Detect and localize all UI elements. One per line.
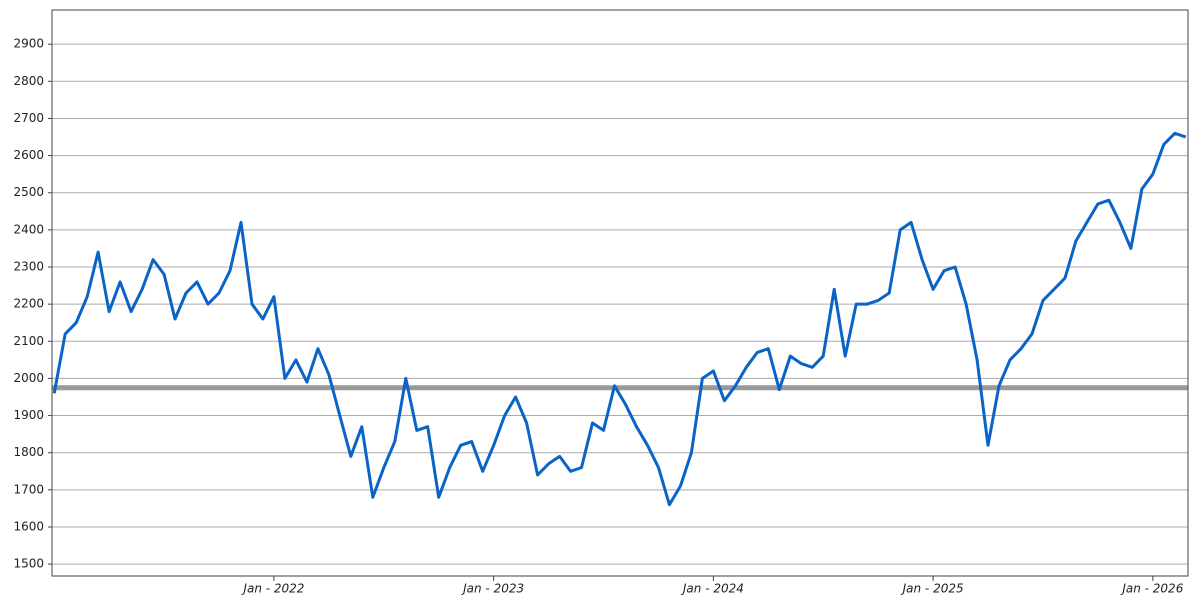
y-tick-label: 1800 <box>13 445 44 459</box>
y-tick-label: 2700 <box>13 111 44 125</box>
y-tick-label: 2600 <box>13 148 44 162</box>
y-tick-label: 2100 <box>13 334 44 348</box>
y-tick-label: 2900 <box>13 37 44 51</box>
x-tick-label: Jan - 2026 <box>1120 582 1183 596</box>
plot-frame <box>51 9 1189 577</box>
y-tick-label: 2300 <box>13 260 44 274</box>
y-tick-label: 2400 <box>13 222 44 236</box>
y-tick-label: 1500 <box>13 557 44 571</box>
y-tick-label: 1700 <box>13 482 44 496</box>
x-tick-label: Jan - 2022 <box>241 582 304 596</box>
y-tick-label: 2000 <box>13 371 44 385</box>
line-series <box>52 131 1187 507</box>
y-tick-label: 2800 <box>13 74 44 88</box>
y-tick-label: 2200 <box>13 297 44 311</box>
y-tick-label: 2500 <box>13 185 44 199</box>
x-tick-label: Jan - 2023 <box>461 582 524 596</box>
y-tick-label: 1600 <box>13 519 44 533</box>
x-tick-label: Jan - 2025 <box>901 582 964 596</box>
y-tick-label: 1900 <box>13 408 44 422</box>
x-tick-label: Jan - 2024 <box>681 582 744 596</box>
